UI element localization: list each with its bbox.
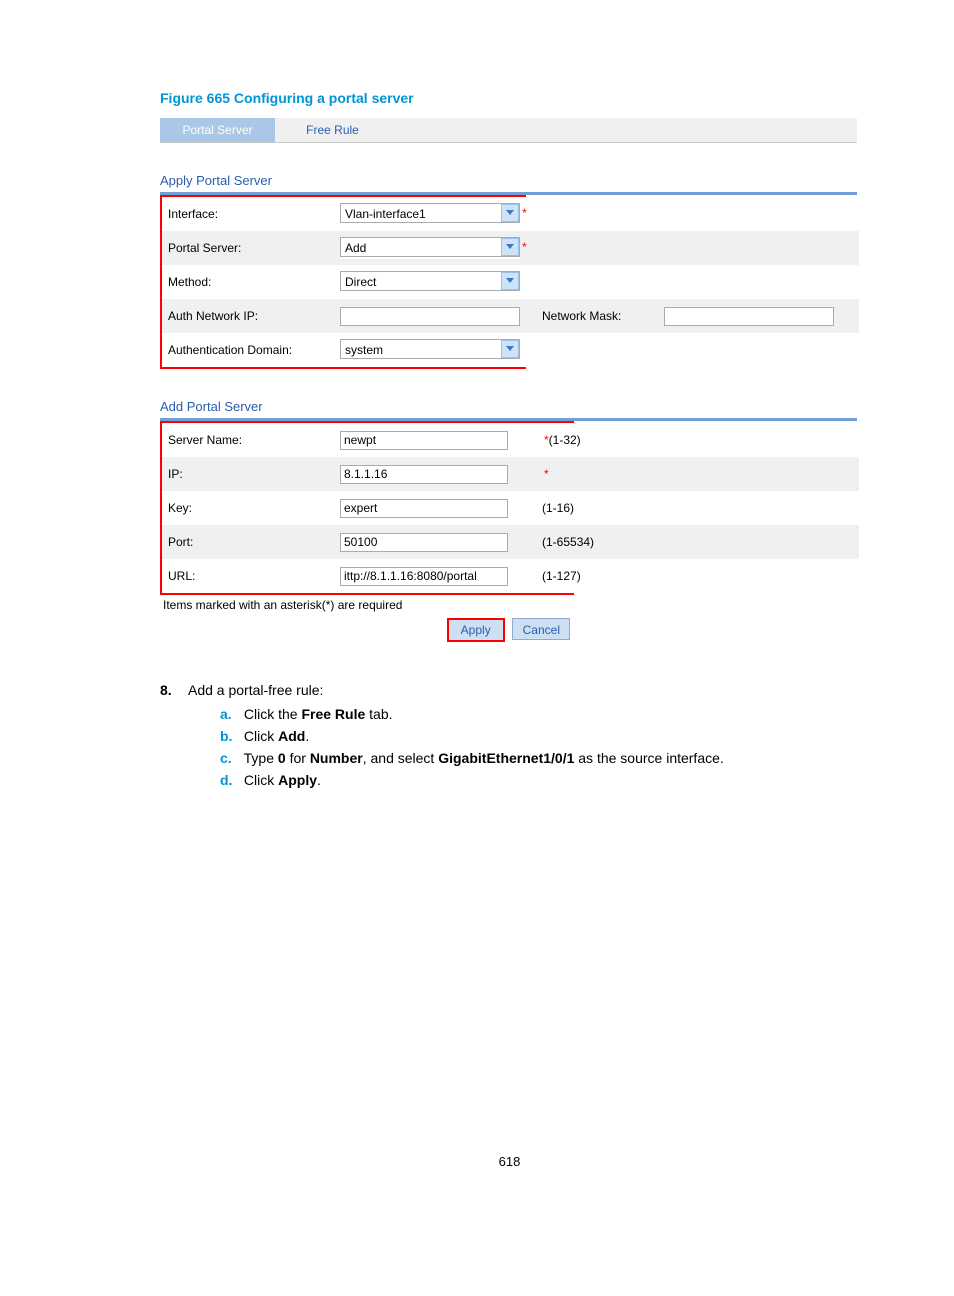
substep-label: a. [220,706,240,722]
label-auth-ip: Auth Network IP: [162,299,334,333]
add-form-highlight: Server Name: *(1-32) IP: * Key: (1-16) P… [160,421,574,595]
substep-text: Click [244,772,278,788]
substep-label: d. [220,772,240,788]
required-asterisk: * [522,240,527,254]
substep-text: for [286,750,310,766]
substep-bold: 0 [278,750,286,766]
apply-button[interactable]: Apply [447,618,505,642]
hint-port: (1-65534) [536,525,859,559]
label-auth-domain: Authentication Domain: [162,333,334,367]
substep-label: b. [220,728,240,744]
network-mask-input[interactable] [664,307,834,326]
tab-portal-server[interactable]: Portal Server [160,118,275,142]
add-portal-server-section: Add Portal Server Server Name: *(1-32) I… [160,399,857,642]
required-footnote: Items marked with an asterisk(*) are req… [163,598,857,612]
method-value: Direct [340,271,520,291]
interface-select[interactable]: Vlan-interface1 [340,203,520,225]
apply-portal-server-section: Apply Portal Server Interface: Vlan-inte… [160,173,857,369]
portal-server-value: Add [340,237,520,257]
ip-input[interactable] [340,465,508,484]
substep-d: d. Click Apply. [220,772,859,788]
required-asterisk: * [522,206,527,220]
substep-label: c. [220,750,240,766]
auth-ip-input[interactable] [340,307,520,326]
hint-server-name: (1-32) [549,433,581,447]
chevron-down-icon [501,238,519,256]
apply-form-highlight: Interface: Vlan-interface1 * Portal Serv… [160,195,526,369]
url-input[interactable] [340,567,508,586]
hint-key: (1-16) [536,491,859,525]
substep-b: b. Click Add. [220,728,859,744]
label-interface: Interface: [162,197,334,231]
substep-text: tab. [365,706,392,722]
substep-bold: Add [278,728,305,744]
label-method: Method: [162,265,334,299]
page-number: 618 [160,1154,859,1169]
step-number: 8. [160,682,188,794]
chevron-down-icon [501,340,519,358]
substep-text: Click [244,728,278,744]
substep-bold: GigabitEthernet1/0/1 [438,750,574,766]
interface-value: Vlan-interface1 [340,203,520,223]
chevron-down-icon [501,204,519,222]
substep-text: . [317,772,321,788]
figure-title: Figure 665 Configuring a portal server [160,90,859,106]
label-key: Key: [162,491,334,525]
tab-bar: Portal Server Free Rule [160,118,857,143]
portal-server-select[interactable]: Add [340,237,520,259]
hint-url: (1-127) [536,559,859,593]
substep-text: Click the [244,706,302,722]
substep-bold: Number [310,750,363,766]
add-section-title: Add Portal Server [160,399,857,414]
required-asterisk: * [544,467,549,481]
label-ip: IP: [162,457,334,491]
port-input[interactable] [340,533,508,552]
instruction-block: 8. Add a portal-free rule: a. Click the … [160,682,859,794]
label-server-name: Server Name: [162,423,334,457]
label-url: URL: [162,559,334,593]
substep-a: a. Click the Free Rule tab. [220,706,859,722]
label-port: Port: [162,525,334,559]
substep-text: as the source interface. [574,750,723,766]
apply-section-title: Apply Portal Server [160,173,857,188]
substep-c: c. Type 0 for Number, and select Gigabit… [220,750,859,766]
step-lead: Add a portal-free rule: [188,682,323,698]
substep-bold: Free Rule [301,706,365,722]
substep-text: , and select [363,750,439,766]
tab-free-rule[interactable]: Free Rule [275,118,390,142]
substep-bold: Apply [278,772,317,788]
chevron-down-icon [501,272,519,290]
key-input[interactable] [340,499,508,518]
cancel-button[interactable]: Cancel [512,618,570,640]
substep-text: . [305,728,309,744]
button-bar: Apply Cancel [160,618,857,642]
method-select[interactable]: Direct [340,271,520,293]
label-network-mask: Network Mask: [536,299,658,333]
label-portal-server: Portal Server: [162,231,334,265]
substep-text: Type [244,750,278,766]
server-name-input[interactable] [340,431,508,450]
auth-domain-value: system [340,339,520,359]
auth-domain-select[interactable]: system [340,339,520,361]
